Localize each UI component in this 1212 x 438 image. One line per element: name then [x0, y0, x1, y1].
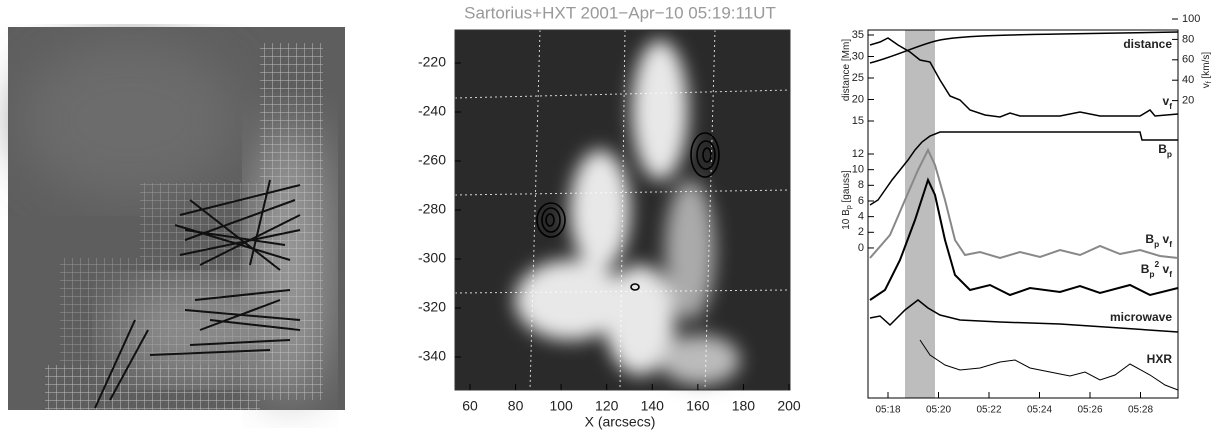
label-part: f [1169, 101, 1172, 111]
label-part: p [1154, 239, 1159, 249]
y-tick-label: 12 [852, 148, 864, 160]
label-part: distance [Mm] [841, 39, 852, 101]
x-tick-label: 05:20 [926, 405, 951, 416]
y-tick-label: 20 [852, 93, 864, 105]
middle-title: Sartorius+HXT 2001−Apr−10 05:19:11UT [464, 3, 776, 22]
y-tick-label: 40 [1182, 74, 1194, 86]
x-tick-label: 05:28 [1128, 405, 1153, 416]
x-tick-label: 100 [549, 398, 573, 414]
y-tick-label: 35 [852, 29, 864, 41]
curve-label: Bp2 vf [1141, 259, 1172, 279]
y-tick-label: -260 [418, 152, 446, 168]
label-part: distance [1123, 37, 1172, 51]
x-tick-label: 160 [686, 398, 710, 414]
y-tick-label: 80 [1182, 33, 1194, 45]
label-part: B [1158, 142, 1167, 156]
middle-image [454, 29, 791, 391]
curve-label: vf [1163, 94, 1173, 111]
label-part: 10 B [841, 209, 852, 230]
y2-axis-label: vf [km/s] [1201, 52, 1212, 89]
label-part: f [1206, 81, 1212, 83]
label-part: p [846, 205, 853, 209]
x-axis-label: X (arcsecs) [585, 414, 656, 430]
y-tick-label: 0 [858, 242, 864, 254]
y-tick-label: 25 [852, 72, 864, 84]
x-tick-label: 05:22 [976, 405, 1001, 416]
label-part: B [1141, 262, 1150, 276]
curve-label: microwave [1110, 310, 1172, 324]
x-tick-label: 180 [732, 398, 756, 414]
y-tick-label: 6 [858, 195, 864, 207]
x-tick-label: 60 [462, 398, 478, 414]
label-part: p [1167, 149, 1172, 159]
label-part: p [1149, 269, 1154, 279]
label-part: v [1159, 232, 1169, 246]
label-part: v [1163, 94, 1170, 108]
y-tick-label: 20 [1182, 95, 1194, 107]
x-tick-label: 80 [508, 398, 524, 414]
y-tick-label: 10 [852, 164, 864, 176]
y-tick-label: 15 [852, 115, 864, 127]
y-axis-label: 10 Bp [gauss] [841, 170, 854, 230]
label-part: [km/s] [1201, 52, 1212, 82]
label-part: v [1159, 262, 1169, 276]
label-part: HXR [1147, 352, 1173, 366]
y-tick-label: -320 [418, 299, 446, 315]
y-axis-label: distance [Mm] [841, 39, 852, 101]
curve-label: HXR [1147, 352, 1173, 366]
y-tick-label: -300 [418, 250, 446, 266]
label-part: [gauss] [841, 170, 852, 205]
y-tick-label: 8 [858, 179, 864, 191]
left-image [8, 27, 345, 410]
x-tick-label: 120 [595, 398, 619, 414]
x-tick-label: 200 [777, 398, 801, 414]
y-tick-label: 100 [1182, 13, 1200, 25]
y-tick-label: 4 [858, 211, 864, 223]
label-part: f [1169, 269, 1172, 279]
curve-label: distance [1123, 37, 1172, 51]
y-tick-label: -340 [418, 348, 446, 364]
label-part: v [1201, 83, 1212, 88]
label-part: B [1145, 232, 1154, 246]
y-tick-label: 30 [852, 50, 864, 62]
y-tick-label: -240 [418, 103, 446, 119]
x-tick-label: 05:24 [1027, 405, 1052, 416]
x-tick-label: 140 [641, 398, 665, 414]
curve-label: Bp [1158, 142, 1172, 159]
x-tick-label: 05:18 [875, 405, 900, 416]
y-tick-label: -280 [418, 201, 446, 217]
label-part: f [1169, 239, 1172, 249]
y-tick-label: 60 [1182, 54, 1194, 66]
curve-label: Bp vf [1145, 232, 1172, 249]
x-tick-label: 05:26 [1077, 405, 1102, 416]
right-plot [867, 29, 1179, 399]
y-tick-label: -220 [418, 54, 446, 70]
label-part: 2 [1155, 259, 1160, 269]
y-tick-label: 2 [858, 226, 864, 238]
label-part: microwave [1110, 310, 1172, 324]
